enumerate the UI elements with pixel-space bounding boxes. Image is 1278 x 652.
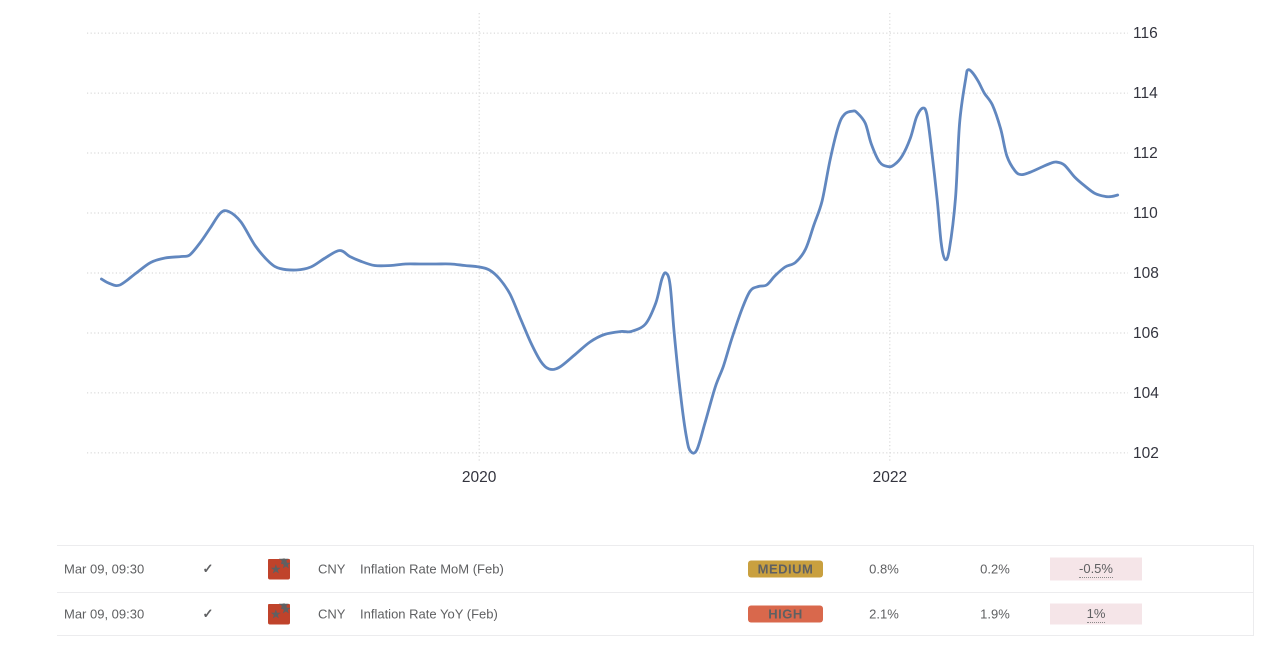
event-link[interactable]: Inflation Rate MoM (Feb) bbox=[360, 561, 504, 577]
flag-small-star-icon: ★ bbox=[280, 558, 290, 572]
economic-calendar-table: Mar 09, 09:30 ✓ ★ ★ ★ CNY Inflation Rate… bbox=[57, 545, 1254, 636]
china-flag-icon: ★ ★ ★ bbox=[268, 603, 290, 625]
event-date: Mar 09, 09:30 bbox=[64, 606, 145, 622]
importance-badge: HIGH bbox=[748, 605, 823, 623]
flag-star-icon: ★ bbox=[270, 606, 282, 621]
chart-canvas[interactable]: 116 114 112 110 108 106 104 102 2020 2022 bbox=[0, 0, 1278, 500]
x-tick-label: 2020 bbox=[462, 469, 497, 486]
actual-value: 2.1% bbox=[869, 606, 899, 622]
china-flag-icon: ★ ★ ★ bbox=[268, 558, 290, 580]
actual-value: 0.8% bbox=[869, 561, 899, 577]
previous-value: 1.9% bbox=[980, 606, 1010, 622]
currency-code: CNY bbox=[318, 606, 346, 622]
previous-value: 0.2% bbox=[980, 561, 1010, 577]
calendar-row[interactable]: Mar 09, 09:30 ✓ ★ ★ ★ CNY Inflation Rate… bbox=[57, 546, 1253, 593]
event-date: Mar 09, 09:30 bbox=[64, 561, 145, 577]
flag-star-icon: ★ bbox=[270, 561, 282, 576]
currency-code: CNY bbox=[318, 561, 346, 577]
y-tick-label: 108 bbox=[1133, 265, 1159, 282]
consensus-value[interactable]: -0.5% bbox=[1079, 560, 1113, 578]
flag-background bbox=[268, 603, 290, 625]
y-tick-label: 116 bbox=[1133, 25, 1158, 42]
flag-background bbox=[268, 558, 290, 580]
consensus-cell: -0.5% bbox=[1050, 557, 1142, 581]
x-tick-label: 2022 bbox=[873, 469, 907, 486]
consensus-value[interactable]: 1% bbox=[1086, 605, 1106, 623]
importance-badge: MEDIUM bbox=[748, 560, 823, 578]
y-tick-label: 106 bbox=[1133, 325, 1159, 342]
y-tick-label: 112 bbox=[1133, 145, 1158, 162]
calendar-row[interactable]: Mar 09, 09:30 ✓ ★ ★ ★ CNY Inflation Rate… bbox=[57, 593, 1253, 635]
check-icon: ✓ bbox=[202, 561, 214, 576]
y-tick-label: 102 bbox=[1133, 445, 1159, 462]
line-chart[interactable]: 116 114 112 110 108 106 104 102 2020 2022 bbox=[0, 0, 1278, 500]
flag-small-star-icon: ★ bbox=[280, 603, 290, 617]
y-tick-label: 114 bbox=[1133, 85, 1158, 102]
check-icon: ✓ bbox=[202, 606, 214, 621]
y-tick-label: 104 bbox=[1133, 385, 1159, 402]
series-line bbox=[100, 68, 1120, 455]
y-tick-label: 110 bbox=[1133, 205, 1158, 222]
consensus-cell: 1% bbox=[1050, 603, 1142, 625]
event-link[interactable]: Inflation Rate YoY (Feb) bbox=[360, 606, 498, 622]
